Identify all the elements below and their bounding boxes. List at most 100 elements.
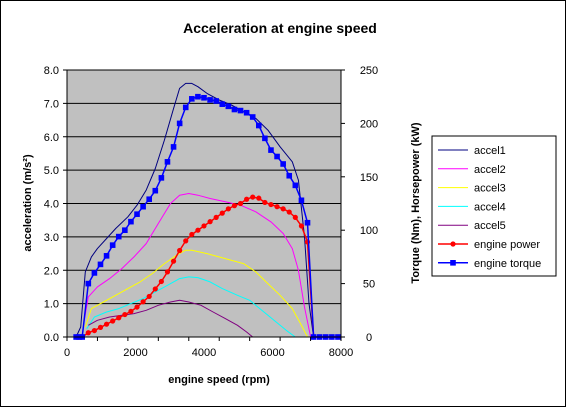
data-point (183, 238, 189, 244)
series-line-accel2 (83, 193, 312, 338)
y-tick-label: 4.0 (44, 199, 59, 211)
x-tick-label: 4000 (192, 347, 216, 359)
y2-tick-label: 200 (360, 118, 378, 130)
data-point (195, 227, 201, 233)
data-point (274, 204, 280, 210)
legend-label: engine power (474, 239, 540, 251)
series-accel4 (86, 276, 296, 338)
data-point (116, 315, 122, 321)
data-point (128, 218, 134, 225)
data-point (91, 270, 98, 276)
legend-label: accel4 (474, 201, 506, 213)
data-point (128, 308, 134, 314)
y-tick-label: 6.0 (44, 132, 59, 144)
data-point (292, 214, 298, 220)
y-axis-title: acceleration (m/s²) (22, 154, 34, 252)
data-point (85, 280, 92, 287)
series-engine-torque (73, 93, 341, 340)
legend: accel1 accel2 accel3 accel4 accel5 engine pow… (431, 135, 557, 277)
data-point (237, 200, 244, 207)
legend-label: accel1 (474, 145, 506, 157)
data-point (110, 318, 116, 324)
y-tick-labels: 0.0 1.0 2.0 3.0 4.0 5.0 6.0 7.0 8.0 (44, 65, 59, 344)
data-point (231, 106, 238, 113)
data-point (134, 304, 140, 310)
y2-tick-label: 250 (360, 65, 378, 77)
legend-entry-engine-torque: engine torque (438, 258, 541, 270)
data-point (268, 201, 274, 208)
chart-title: Acceleration at engine speed (183, 20, 377, 36)
data-point (280, 161, 286, 167)
legend-label: accel5 (474, 220, 506, 232)
legend-entry-accel3: accel3 (438, 183, 506, 195)
data-point (177, 247, 183, 254)
data-point (182, 104, 189, 111)
data-point (152, 286, 158, 292)
y-tick-label: 0.0 (44, 332, 59, 344)
y2-tick-label: 150 (360, 172, 378, 184)
data-point (256, 195, 262, 201)
legend-entry-accel5: accel5 (438, 220, 506, 232)
data-point (213, 214, 219, 220)
data-point (140, 299, 146, 305)
y-tick-label: 1.0 (44, 299, 59, 311)
data-point (213, 98, 219, 104)
y2-tick-labels: 0 50 100 150 200 250 (360, 65, 378, 344)
axes (63, 69, 345, 341)
x-tick-label: 6000 (260, 347, 284, 359)
legend-entry-accel1: accel1 (438, 145, 506, 157)
series-line-accel5 (88, 299, 254, 338)
y-tick-label: 5.0 (44, 165, 59, 177)
x-tick-label: 2000 (123, 347, 147, 359)
y-tick-label: 7.0 (44, 98, 59, 110)
legend-marker (450, 241, 456, 247)
data-point (152, 187, 159, 194)
data-point (103, 321, 110, 327)
x-tick-label: 0 (64, 347, 70, 359)
data-point (189, 231, 195, 238)
data-point (146, 293, 152, 300)
x-tick-labels: 0 2000 4000 6000 8000 (64, 347, 353, 359)
data-point (122, 227, 128, 233)
data-point (158, 175, 165, 181)
y2-tick-label: 0 (366, 332, 372, 344)
data-point (109, 242, 116, 248)
legend-label: accel3 (474, 183, 506, 195)
data-point (140, 203, 146, 210)
series-accel1 (75, 82, 315, 338)
data-point (256, 122, 262, 129)
data-point (250, 194, 256, 200)
y-tick-label: 3.0 (44, 232, 59, 244)
data-point (170, 144, 177, 150)
series-line-accel1 (75, 82, 315, 338)
y2-tick-label: 100 (360, 225, 378, 237)
data-point (304, 219, 311, 226)
data-point (298, 197, 305, 204)
data-point (164, 269, 171, 275)
data-point (225, 206, 231, 212)
data-point (280, 206, 286, 212)
data-point (146, 196, 152, 203)
y-tick-label: 8.0 (44, 65, 59, 77)
data-point (97, 261, 104, 268)
legend-entry-accel4: accel4 (438, 201, 506, 213)
data-point (103, 253, 110, 259)
data-point (274, 153, 280, 160)
data-point (170, 258, 177, 264)
y2-tick-label: 50 (363, 279, 375, 291)
data-point (189, 96, 195, 102)
data-point (207, 97, 213, 103)
legend-label: accel2 (474, 164, 506, 176)
data-point (262, 135, 268, 142)
x-tick-label: 8000 (329, 347, 353, 359)
data-point (201, 94, 207, 101)
data-point (286, 209, 292, 215)
series-line-accel3 (84, 249, 308, 338)
data-point (134, 211, 140, 217)
data-point (97, 324, 104, 330)
data-point (91, 327, 97, 334)
x-axis-title: engine speed (rpm) (168, 374, 270, 386)
y2-axis-title: Torque (Nm), Horsepower (kW) (410, 122, 422, 283)
data-point (286, 172, 293, 179)
